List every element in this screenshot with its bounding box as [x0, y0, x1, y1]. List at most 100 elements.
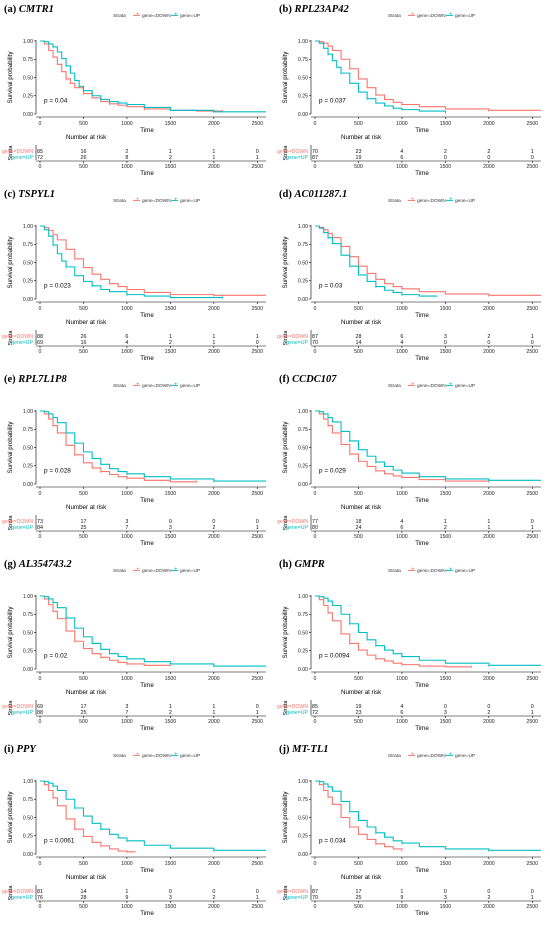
risk-count-down: 0: [256, 149, 259, 155]
legend: Strata + gene=DOWN + gene=UP: [388, 197, 475, 204]
legend-title: Strata: [113, 383, 126, 389]
risk-count-up: 84: [37, 525, 43, 531]
risk-count-up: 9: [125, 895, 128, 901]
axes: 0.00 0.25 0.50 0.75 1.00 0 500 1000 1500 2000 2500…: [282, 224, 541, 319]
risk-x-tick-label: 2000: [208, 719, 220, 725]
legend-cross: +: [411, 382, 415, 388]
legend: Strata + gene=DOWN + gene=UP: [113, 752, 200, 759]
panel-title: (j) MT-TL1: [279, 744, 329, 755]
y-tick-label: 1.00: [298, 594, 308, 600]
km-plot: Strata + gene=DOWN + gene=UP0.000.250.500.75…: [2, 12, 266, 177]
panel-label: (e): [4, 374, 16, 385]
legend-cross: +: [174, 12, 178, 18]
km-plot: Strata + gene=DOWN + gene=UP0.000.250.500.75…: [277, 12, 541, 177]
x-tick-label: 2500: [527, 676, 539, 682]
risk-y-label: Strata: [283, 700, 289, 716]
p-value: p = 0.029: [319, 467, 346, 474]
y-tick-label: 0.00: [23, 852, 33, 858]
risk-x-label: Time: [140, 355, 154, 362]
legend-entry: gene=DOWN: [142, 13, 171, 19]
x-tick-label: 2000: [208, 861, 220, 867]
panel-label: (h): [279, 559, 292, 570]
survival-curves: [315, 225, 541, 297]
risk-table-title: Number at risk: [66, 504, 107, 511]
risk-count-down: 87: [312, 889, 318, 895]
y-tick-label: 0.75: [23, 57, 33, 63]
risk-x-tick-label: 2000: [483, 534, 495, 540]
y-tick-label: 1.00: [298, 224, 308, 230]
axes: 0.00 0.25 0.50 0.75 1.00 0 500 1000 1500 2000 2500…: [282, 409, 541, 504]
legend-cross: +: [411, 197, 415, 203]
risk-count-down: 18: [355, 519, 361, 525]
x-tick-label: 2500: [527, 306, 539, 312]
risk-x-tick-label: 2000: [483, 164, 495, 170]
y-tick-label: 0.75: [298, 427, 308, 433]
risk-count-down: 0: [169, 889, 172, 895]
p-value: p = 0.02: [44, 652, 68, 659]
risk-count-up: 9: [400, 895, 403, 901]
risk-count-down: 0: [256, 704, 259, 710]
panel-title: (g) AL354743.2: [4, 559, 72, 570]
legend-entry: gene=UP: [455, 13, 475, 19]
y-tick-label: 0.00: [298, 852, 308, 858]
x-tick-label: 1500: [440, 861, 452, 867]
legend-title: Strata: [388, 13, 401, 19]
y-tick-label: 0.50: [23, 75, 33, 81]
risk-x-tick-label: 2500: [252, 164, 264, 170]
y-tick-label: 0.25: [23, 279, 33, 285]
survival-curve: [315, 780, 541, 851]
legend-title: Strata: [113, 753, 126, 759]
risk-count-down: 0: [212, 889, 215, 895]
risk-count-up: 2: [444, 525, 447, 531]
legend-title: Strata: [113, 568, 126, 574]
risk-count-down: 0: [531, 889, 534, 895]
risk-strata-up: gene=UP: [11, 895, 33, 901]
risk-x-label: Time: [415, 540, 429, 547]
risk-count-down: 17: [80, 704, 86, 710]
x-tick-label: 0: [314, 676, 317, 682]
panel-title: (e) RPL7L1P8: [4, 374, 67, 385]
risk-x-tick-label: 500: [354, 719, 363, 725]
axes: 0.00 0.25 0.50 0.75 1.00 0 500 1000 1500 2000 2500…: [282, 39, 541, 134]
risk-count-down: 0: [169, 519, 172, 525]
risk-y-label: Strata: [283, 515, 289, 531]
risk-y-label: Strata: [8, 330, 14, 346]
risk-x-tick-label: 1500: [440, 349, 452, 355]
y-tick-label: 1.00: [298, 39, 308, 45]
risk-x-label: Time: [415, 910, 429, 917]
x-tick-label: 1500: [440, 491, 452, 497]
risk-count-down: 0: [212, 519, 215, 525]
y-tick-label: 0.75: [23, 797, 33, 803]
risk-count-down: 3: [444, 334, 447, 340]
risk-count-up: 76: [37, 895, 43, 901]
risk-count-up: 25: [80, 710, 86, 716]
risk-count-down: 1: [125, 889, 128, 895]
survival-curve: [40, 225, 266, 296]
risk-x-tick-label: 500: [79, 719, 88, 725]
p-value: p = 0.037: [319, 97, 346, 104]
risk-count-down: 3: [125, 704, 128, 710]
risk-count-down: 4: [400, 519, 403, 525]
risk-count-down: 2: [487, 149, 490, 155]
risk-strata-down: gene=DOWN: [2, 149, 33, 155]
risk-x-tick-label: 1000: [396, 349, 408, 355]
panel-title: (b) RPL23AP42: [279, 4, 349, 15]
y-axis-label: Survival probability: [282, 791, 289, 844]
risk-x-tick-label: 2500: [527, 904, 539, 910]
legend-entry: gene=UP: [455, 568, 475, 574]
survival-curve: [40, 780, 136, 853]
panel-label: (a): [4, 4, 17, 15]
km-plot: Strata + gene=DOWN + gene=UP0.000.250.500.75…: [2, 197, 266, 362]
risk-count-up: 1: [256, 525, 259, 531]
risk-count-up: 2: [169, 340, 172, 346]
risk-y-label: Strata: [283, 885, 289, 901]
km-panel: (d) AC011287.1 Strata + gene=DOWN + gene=UP 0.…: [275, 185, 550, 370]
risk-x-tick-label: 500: [354, 349, 363, 355]
risk-strata-up: gene=UP: [11, 525, 33, 531]
risk-x-tick-label: 1500: [440, 719, 452, 725]
risk-count-up: 24: [355, 525, 361, 531]
legend-cross: +: [449, 567, 453, 573]
risk-count-up: 1: [256, 895, 259, 901]
x-tick-label: 2000: [208, 121, 220, 127]
